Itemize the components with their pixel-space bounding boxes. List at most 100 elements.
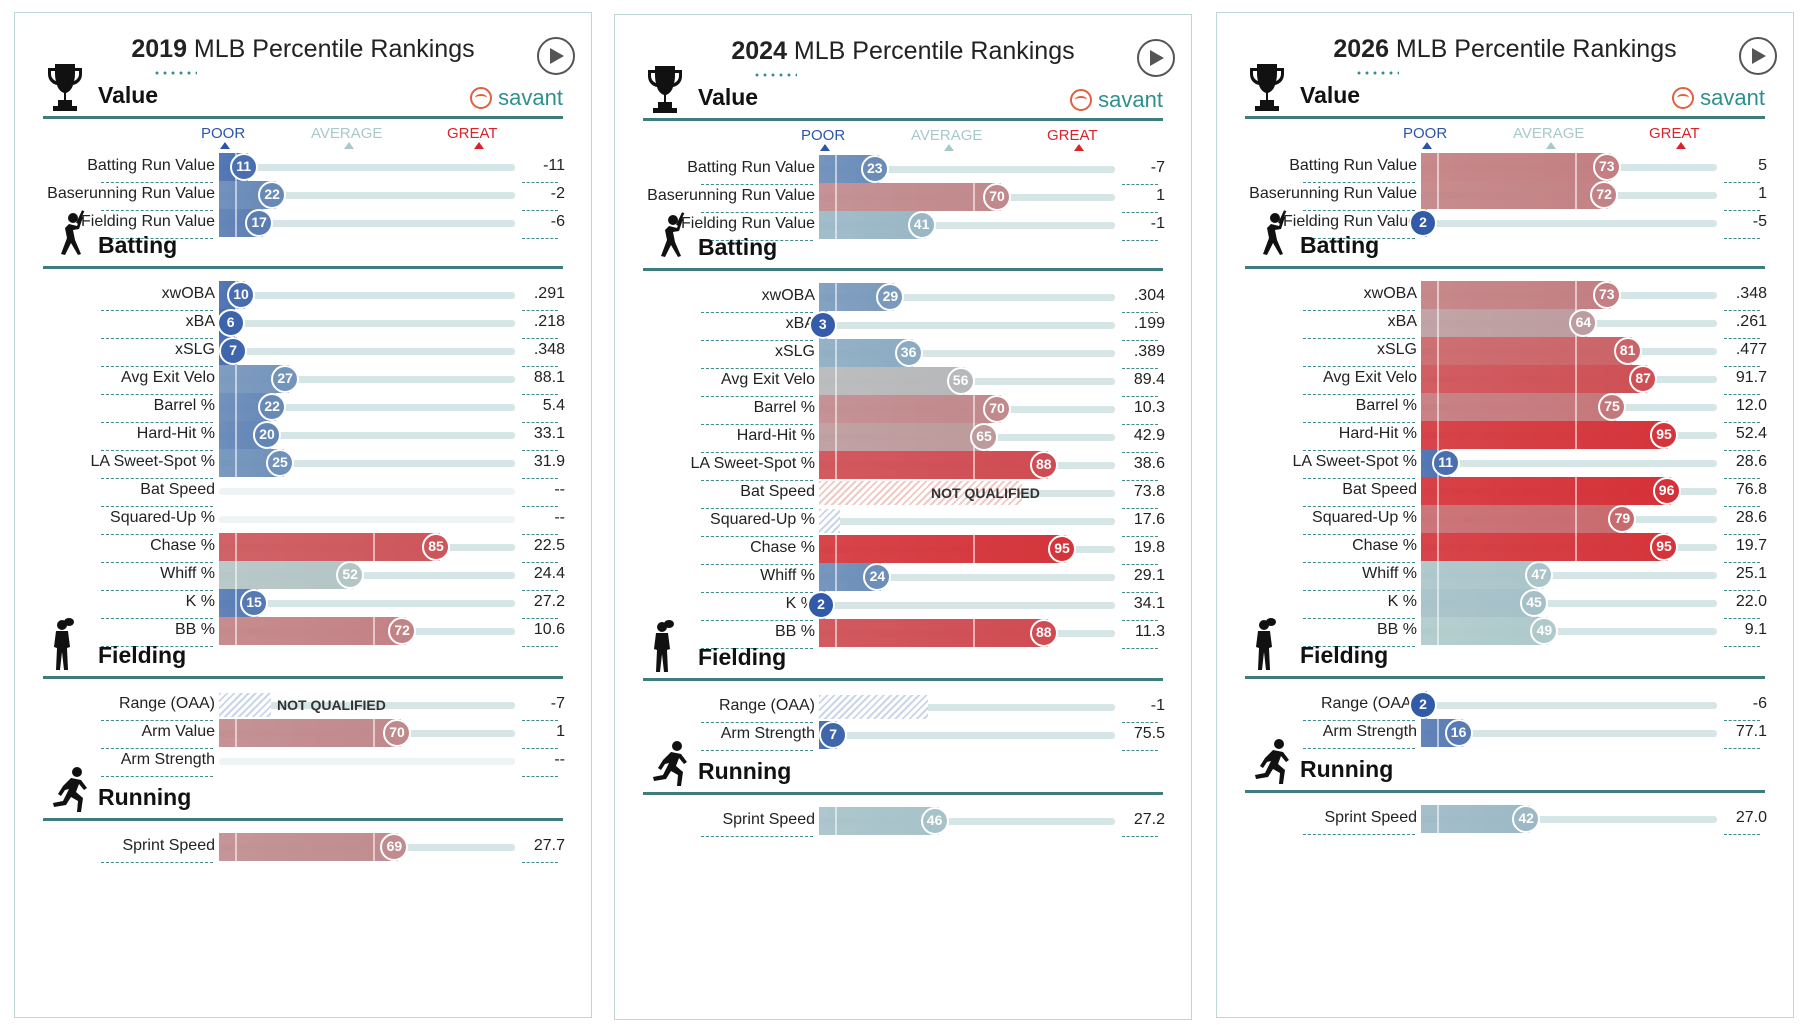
percentile-badge[interactable]: 95 bbox=[1650, 421, 1678, 449]
play-button[interactable] bbox=[1739, 37, 1777, 75]
percentile-badge[interactable]: 24 bbox=[863, 563, 892, 591]
percentile-badge[interactable]: 41 bbox=[907, 211, 936, 239]
fielder-icon bbox=[1249, 618, 1279, 677]
bar-tick bbox=[835, 367, 837, 395]
percentile-badge[interactable]: 70 bbox=[383, 719, 411, 747]
percentile-badge[interactable]: 85 bbox=[422, 533, 450, 561]
label-divider bbox=[101, 618, 213, 619]
metric-value: .389 bbox=[1133, 343, 1165, 360]
percentile-badge[interactable]: 27 bbox=[271, 365, 300, 393]
percentile-badge[interactable]: 2 bbox=[807, 591, 835, 619]
percentile-badge[interactable]: 22 bbox=[258, 393, 287, 421]
label-divider bbox=[101, 534, 213, 535]
metric-label: Squared-Up % bbox=[110, 509, 215, 526]
percentile-badge[interactable]: 75 bbox=[1598, 393, 1626, 421]
scale-average-marker bbox=[344, 142, 354, 149]
percentile-badge[interactable]: 65 bbox=[970, 423, 998, 451]
value-divider bbox=[1724, 210, 1760, 211]
percentile-badge[interactable]: 29 bbox=[876, 283, 905, 311]
percentile-badge[interactable]: 23 bbox=[860, 155, 889, 183]
percentile-track bbox=[819, 574, 1115, 581]
percentile-badge[interactable]: 25 bbox=[266, 449, 294, 477]
metric-label: LA Sweet-Spot % bbox=[90, 453, 215, 470]
metric-row: xwOBA 29 .304 bbox=[615, 281, 1193, 313]
section-rule bbox=[643, 678, 1163, 681]
percentile-badge[interactable]: 73 bbox=[1592, 281, 1621, 309]
percentile-badge[interactable]: 6 bbox=[216, 309, 245, 337]
percentile-bar bbox=[1421, 393, 1616, 421]
percentile-badge[interactable]: 88 bbox=[1029, 451, 1058, 479]
percentile-badge[interactable]: 11 bbox=[229, 153, 258, 181]
section-batting: Batting bbox=[643, 211, 1163, 271]
value-divider bbox=[522, 450, 558, 451]
label-divider bbox=[1303, 834, 1415, 835]
percentile-badge[interactable]: 70 bbox=[983, 395, 1011, 423]
section-rule bbox=[1245, 676, 1765, 679]
bar-tick bbox=[1437, 589, 1439, 617]
label-divider bbox=[1303, 618, 1415, 619]
percentile-badge[interactable]: 45 bbox=[1520, 589, 1548, 617]
percentile-badge[interactable]: 52 bbox=[336, 561, 365, 589]
percentile-badge[interactable]: 16 bbox=[1444, 719, 1473, 747]
metric-value: 19.7 bbox=[1735, 537, 1767, 554]
percentile-badge[interactable]: 73 bbox=[1592, 153, 1621, 181]
percentile-badge[interactable]: 15 bbox=[240, 589, 268, 617]
label-divider bbox=[1303, 422, 1415, 423]
label-divider bbox=[1303, 590, 1415, 591]
percentile-badge[interactable]: 10 bbox=[227, 281, 255, 309]
percentile-badge[interactable]: 72 bbox=[1590, 181, 1619, 209]
scale-header: POOR AVERAGE GREAT bbox=[615, 127, 1193, 153]
percentile-badge[interactable]: 64 bbox=[1569, 309, 1598, 337]
percentile-track bbox=[819, 818, 1115, 825]
play-button[interactable] bbox=[1137, 39, 1175, 77]
percentile-badge[interactable]: 69 bbox=[380, 833, 409, 861]
trophy-icon bbox=[47, 62, 83, 117]
bar-tick bbox=[1437, 153, 1439, 181]
percentile-badge[interactable]: 20 bbox=[253, 421, 281, 449]
percentile-badge[interactable]: 70 bbox=[983, 183, 1011, 211]
percentile-badge[interactable]: 2 bbox=[1409, 209, 1437, 237]
batter-icon bbox=[1249, 210, 1293, 267]
percentile-badge[interactable]: 42 bbox=[1512, 805, 1541, 833]
metric-value: .261 bbox=[1735, 313, 1767, 330]
percentile-badge[interactable]: 3 bbox=[808, 311, 837, 339]
percentile-badge[interactable]: 7 bbox=[819, 721, 848, 749]
percentile-badge[interactable]: 81 bbox=[1613, 337, 1642, 365]
scale-average-label: AVERAGE bbox=[911, 127, 983, 144]
value-divider bbox=[1724, 238, 1760, 239]
percentile-badge[interactable]: 79 bbox=[1608, 505, 1637, 533]
percentile-badge[interactable]: 95 bbox=[1048, 535, 1076, 563]
percentile-badge[interactable]: 96 bbox=[1652, 477, 1681, 505]
percentile-badge[interactable]: 87 bbox=[1629, 365, 1658, 393]
percentile-badge[interactable]: 2 bbox=[1409, 691, 1437, 719]
runner-icon bbox=[1249, 738, 1293, 791]
percentile-badge[interactable]: 36 bbox=[894, 339, 923, 367]
percentile-badge[interactable]: 11 bbox=[1431, 449, 1460, 477]
percentile-badge[interactable]: 17 bbox=[245, 209, 274, 237]
metric-label: Squared-Up % bbox=[1312, 509, 1417, 526]
metric-value: .348 bbox=[1735, 285, 1767, 302]
percentile-badge[interactable]: 88 bbox=[1029, 619, 1058, 647]
metric-row: Fielding Run Value 41 -1 bbox=[615, 209, 1193, 241]
play-button[interactable] bbox=[537, 37, 575, 75]
percentile-bar bbox=[1421, 533, 1668, 561]
percentile-badge[interactable]: 22 bbox=[258, 181, 287, 209]
label-divider bbox=[701, 836, 813, 837]
section-rule bbox=[643, 118, 1163, 121]
percentile-badge[interactable]: 56 bbox=[946, 367, 975, 395]
not-qualified-bar bbox=[819, 695, 929, 719]
value-divider bbox=[1724, 720, 1760, 721]
not-qualified-bar bbox=[819, 481, 1022, 505]
percentile-badge[interactable]: 46 bbox=[920, 807, 949, 835]
label-divider bbox=[701, 592, 813, 593]
metric-row: Hard-Hit % 95 52.4 bbox=[1217, 419, 1795, 451]
label-divider bbox=[101, 748, 213, 749]
percentile-badge[interactable]: 72 bbox=[388, 617, 417, 645]
percentile-badge[interactable]: 47 bbox=[1525, 561, 1554, 589]
bar-tick bbox=[1437, 281, 1439, 309]
metric-label: Avg Exit Velo bbox=[721, 371, 815, 388]
metric-label: Baserunning Run Value bbox=[647, 187, 815, 204]
percentile-badge[interactable]: 49 bbox=[1530, 617, 1559, 645]
percentile-badge[interactable]: 95 bbox=[1650, 533, 1678, 561]
percentile-badge[interactable]: 7 bbox=[219, 337, 248, 365]
